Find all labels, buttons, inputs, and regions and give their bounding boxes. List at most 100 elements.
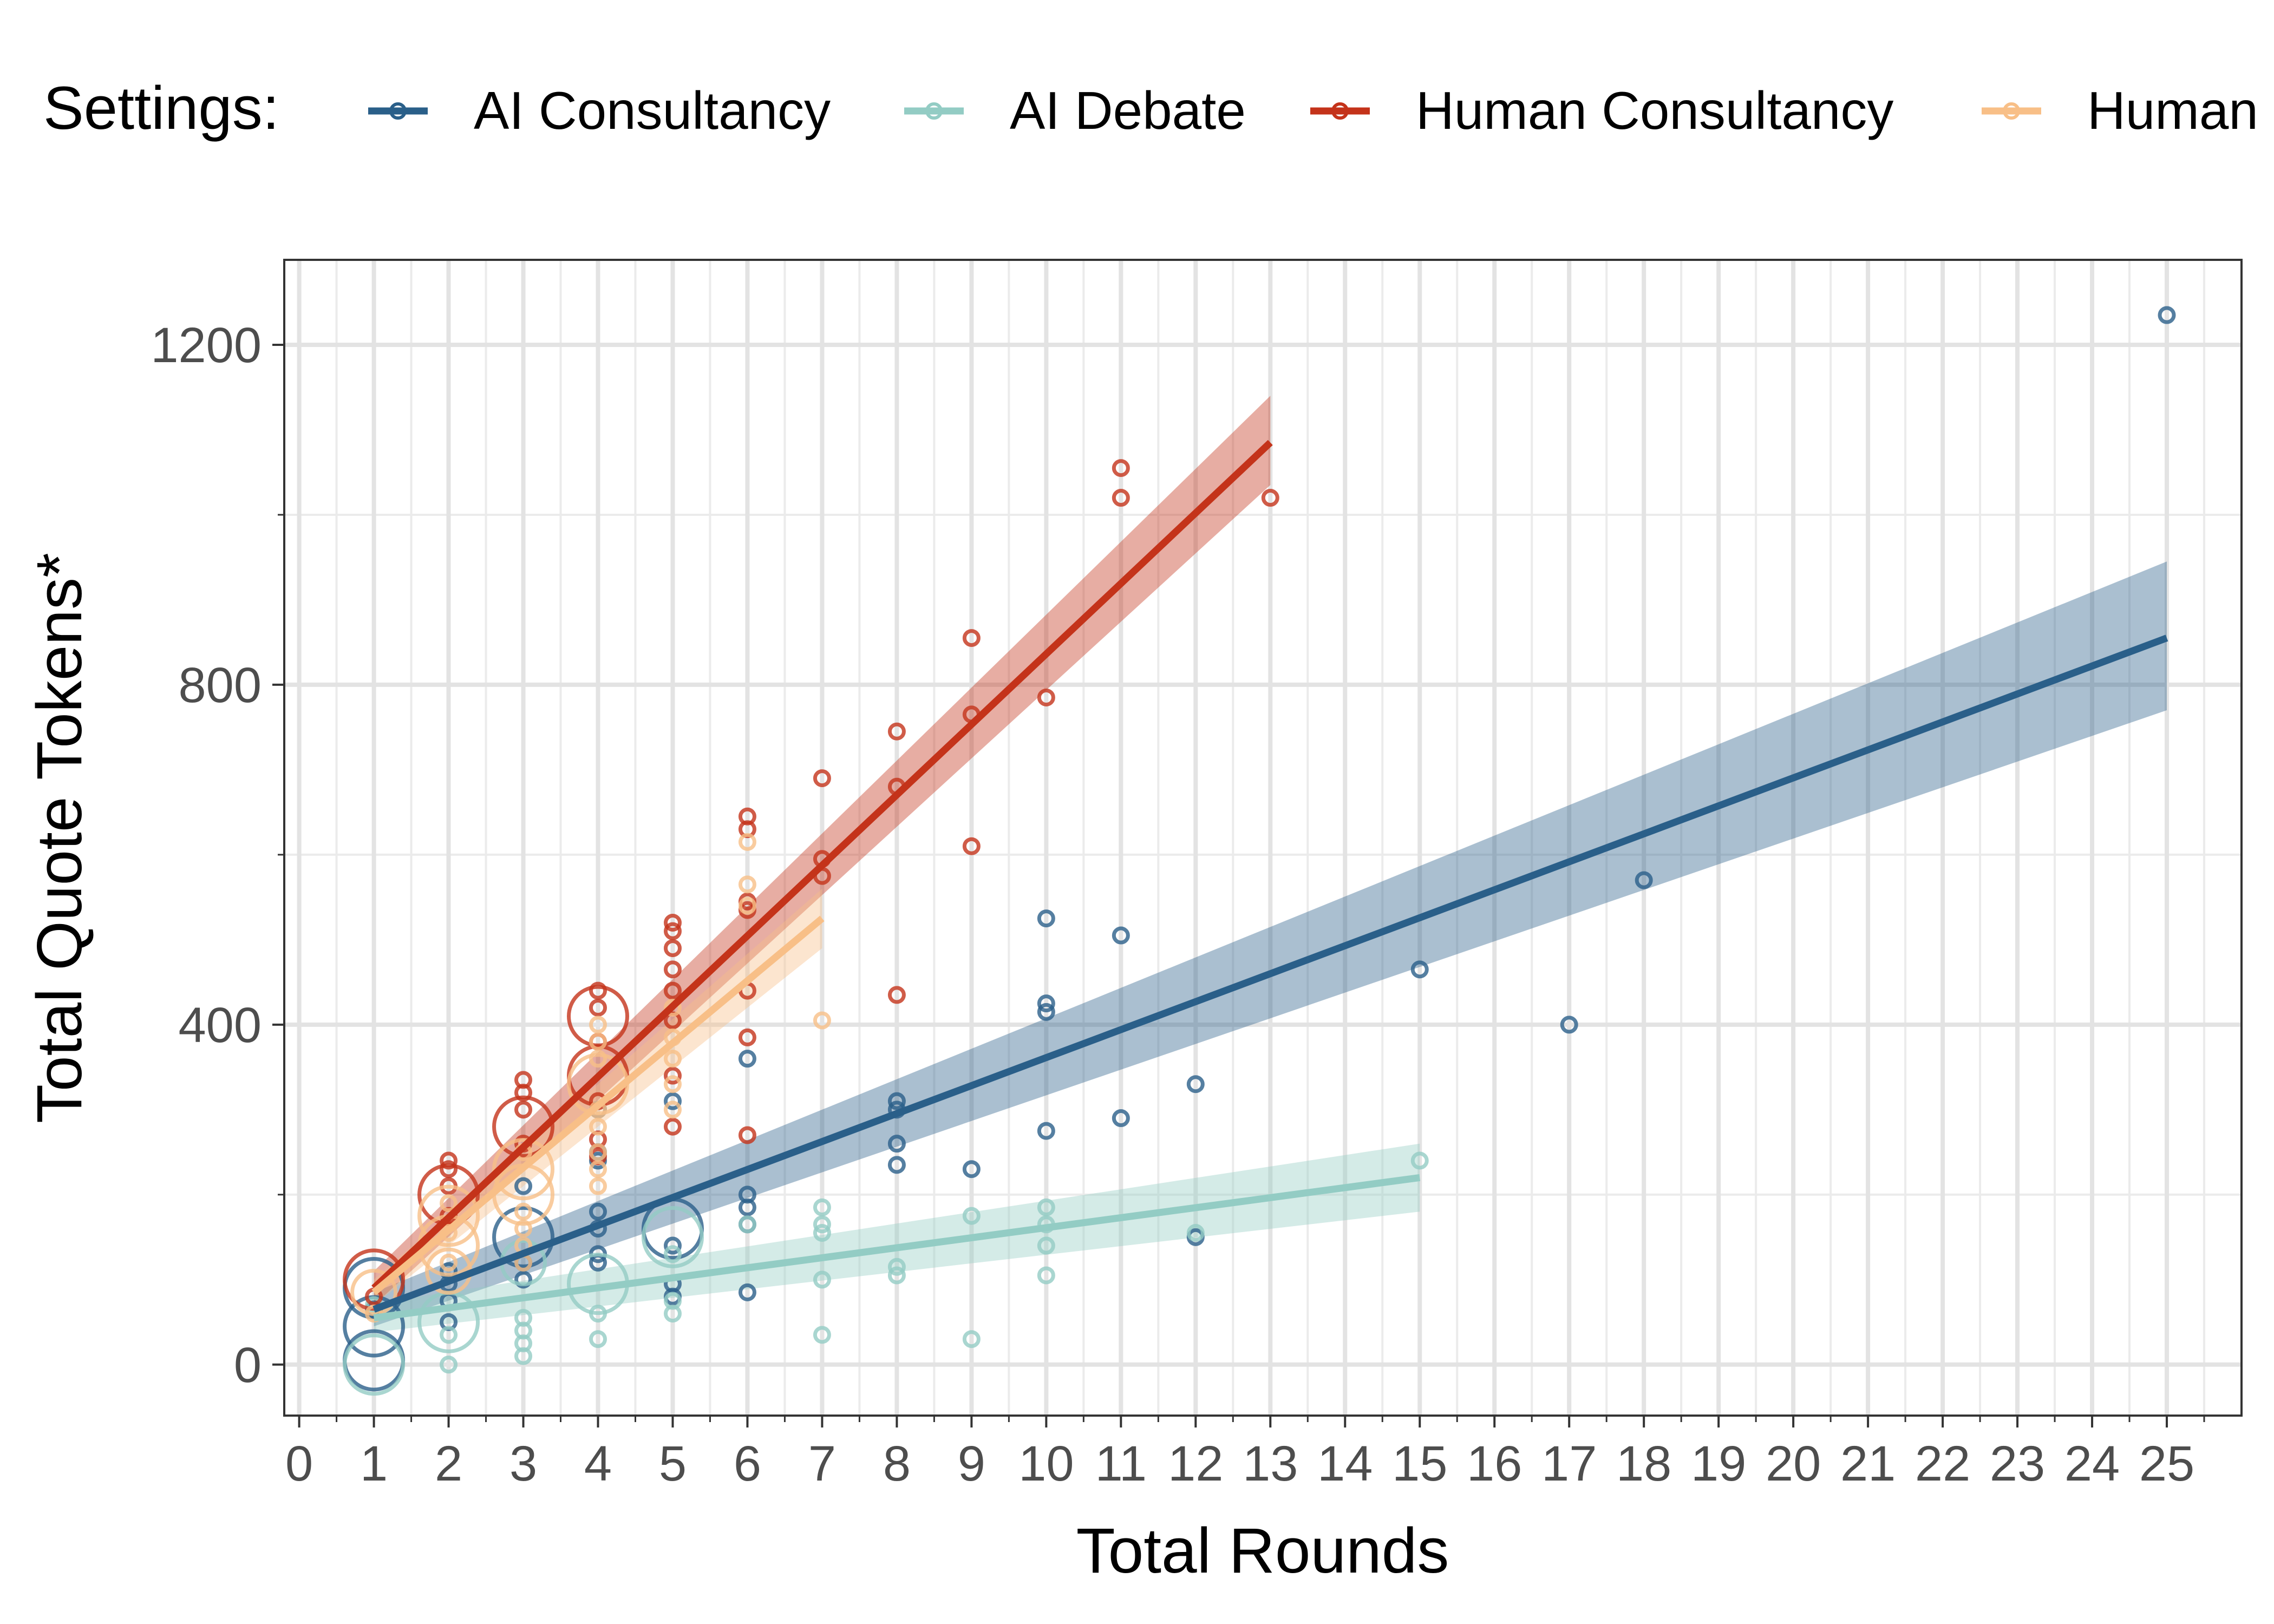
legend-item-label: AI Consultancy (474, 81, 831, 140)
data-point (887, 1092, 906, 1110)
data-point (813, 1271, 831, 1289)
data-point (440, 1160, 458, 1178)
legend-key-point (925, 102, 943, 120)
data-point (813, 1198, 831, 1216)
data-point (663, 1101, 682, 1119)
data-point (813, 1215, 831, 1234)
data-point (514, 1308, 533, 1327)
legend-item: AI Debate (904, 81, 1246, 140)
data-point (1410, 960, 1429, 979)
data-point (514, 1202, 533, 1221)
x-tick-label: 16 (1467, 1436, 1522, 1491)
x-tick-label: 12 (1168, 1436, 1223, 1491)
data-point (663, 939, 682, 958)
legend-key-point (389, 102, 407, 120)
data-point (1186, 1075, 1205, 1093)
data-point (492, 1206, 555, 1268)
x-tick-label: 4 (584, 1436, 612, 1491)
data-point (1112, 459, 1130, 477)
y-axis-title: Total Quote Tokens* (24, 553, 95, 1123)
data-point (887, 1135, 906, 1153)
fit-line (371, 915, 825, 1295)
data-point (514, 1271, 533, 1289)
data-point (663, 1245, 682, 1263)
data-point (962, 837, 981, 855)
x-tick-label: 1 (360, 1436, 388, 1491)
data-point (738, 896, 756, 915)
y-tick-label: 800 (179, 658, 262, 713)
data-point (962, 629, 981, 647)
data-point (887, 722, 906, 741)
data-point (440, 1194, 458, 1213)
data-point (417, 1184, 480, 1247)
data-point (1037, 1236, 1055, 1255)
data-point (440, 1151, 458, 1170)
x-tick-label: 2 (435, 1436, 462, 1491)
plot-border (283, 259, 2243, 1417)
x-axis-title: Total Rounds (1076, 1515, 1449, 1587)
y-tick-label: 400 (179, 998, 262, 1053)
data-point (1261, 489, 1279, 507)
data-point (813, 1326, 831, 1344)
legend-key-point (1331, 102, 1349, 120)
data-point (440, 1326, 458, 1344)
data-point (962, 1330, 981, 1348)
data-point (589, 1330, 607, 1348)
x-tick-label: 0 (285, 1436, 313, 1491)
data-point (738, 1215, 756, 1234)
legend-item-label: AI Debate (1010, 81, 1246, 140)
data-point (343, 1333, 406, 1396)
fit-line (373, 634, 2168, 1313)
x-tick-label: 21 (1840, 1436, 1896, 1491)
data-point (663, 1236, 682, 1255)
legend-item: Human Consultancy (1310, 81, 1893, 140)
data-point (1037, 1266, 1055, 1285)
data-point (663, 1050, 682, 1068)
data-point (738, 1126, 756, 1144)
data-point (492, 1095, 555, 1158)
data-point (1037, 688, 1055, 706)
data-point (663, 1117, 682, 1136)
x-tick-label: 20 (1766, 1436, 1821, 1491)
data-point (1037, 1122, 1055, 1140)
x-tick-label: 13 (1243, 1436, 1298, 1491)
data-point (738, 1028, 756, 1046)
x-tick-label: 5 (659, 1436, 687, 1491)
x-tick-label: 19 (1691, 1436, 1746, 1491)
data-point (589, 1177, 607, 1195)
fit-line (371, 440, 1273, 1291)
data-point (514, 1101, 533, 1119)
data-point (589, 998, 607, 1017)
data-points (343, 306, 2176, 1396)
x-tick-label: 8 (883, 1436, 911, 1491)
data-point (514, 1220, 533, 1238)
x-tick-label: 6 (734, 1436, 761, 1491)
data-point (738, 833, 756, 851)
data-point (663, 1075, 682, 1093)
data-point (1112, 489, 1130, 507)
x-tick-label: 22 (1915, 1436, 1970, 1491)
data-point (738, 875, 756, 894)
data-point (663, 1066, 682, 1085)
data-point (514, 1177, 533, 1195)
x-axis: 0 1 2 3 4 5 6 7 8 9 10 11 12 13 14 15 16 17 18 19 20 21 22 23 24… (285, 1416, 2205, 1491)
x-tick-label: 10 (1018, 1436, 1074, 1491)
y-axis: 0 400 800 1200 (151, 318, 284, 1393)
data-point (813, 1223, 831, 1242)
grid-major (284, 260, 2242, 1416)
data-point (589, 1305, 607, 1323)
data-point (440, 1253, 458, 1272)
data-point (813, 1011, 831, 1030)
y-tick-label: 0 (234, 1338, 262, 1393)
data-point (887, 986, 906, 1004)
data-point (738, 1198, 756, 1216)
data-point (1112, 926, 1130, 945)
x-tick-label: 17 (1541, 1436, 1597, 1491)
data-point (514, 1071, 533, 1089)
data-point (738, 1283, 756, 1301)
x-tick-label: 14 (1317, 1436, 1373, 1491)
legend-item-label: Human Consultancy (1416, 81, 1893, 140)
data-point (589, 1117, 607, 1136)
data-point (1112, 1109, 1130, 1128)
